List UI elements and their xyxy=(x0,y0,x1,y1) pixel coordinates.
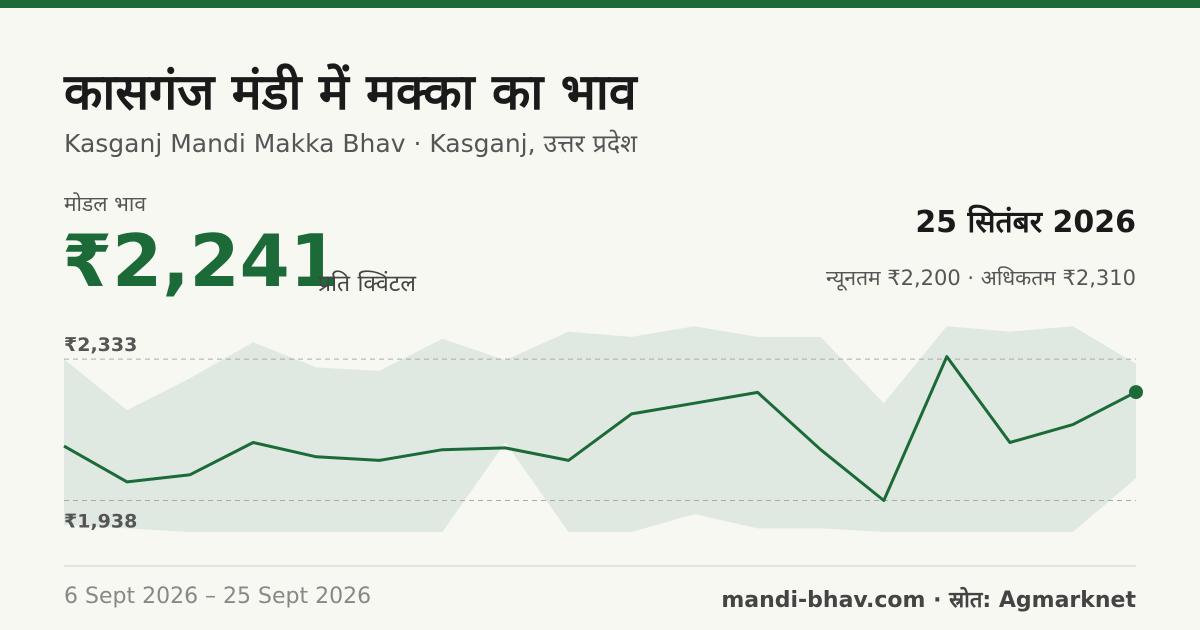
top-accent-bar xyxy=(0,0,1200,8)
price-range-band xyxy=(64,326,1136,532)
price-unit: प्रति क्विंटल xyxy=(318,271,416,297)
footer-divider xyxy=(64,565,1136,567)
page-title: कासगंज मंडी में मक्का का भाव xyxy=(64,63,637,121)
min-max-range: न्यूनतम ₹2,200 · अधिकतम ₹2,310 xyxy=(826,266,1136,290)
y-tick-label: ₹2,333 xyxy=(64,334,137,356)
price-line xyxy=(63,355,1137,502)
price-date: 25 सितंबर 2026 xyxy=(915,205,1136,240)
modal-price-label: मोडल भाव xyxy=(64,192,147,216)
price-chart: ₹2,333 ₹1,938 xyxy=(63,326,1143,533)
page-subtitle: Kasganj Mandi Makka Bhav · Kasganj, उत्त… xyxy=(64,129,638,158)
date-range: 6 Sept 2026 – 25 Sept 2026 xyxy=(64,584,372,609)
source-credit: mandi-bhav.com · स्रोत: Agmarknet xyxy=(721,588,1136,613)
y-tick-label: ₹1,938 xyxy=(64,511,137,533)
latest-price-point xyxy=(1129,385,1143,400)
modal-price-value: ₹2,241 xyxy=(62,219,340,303)
